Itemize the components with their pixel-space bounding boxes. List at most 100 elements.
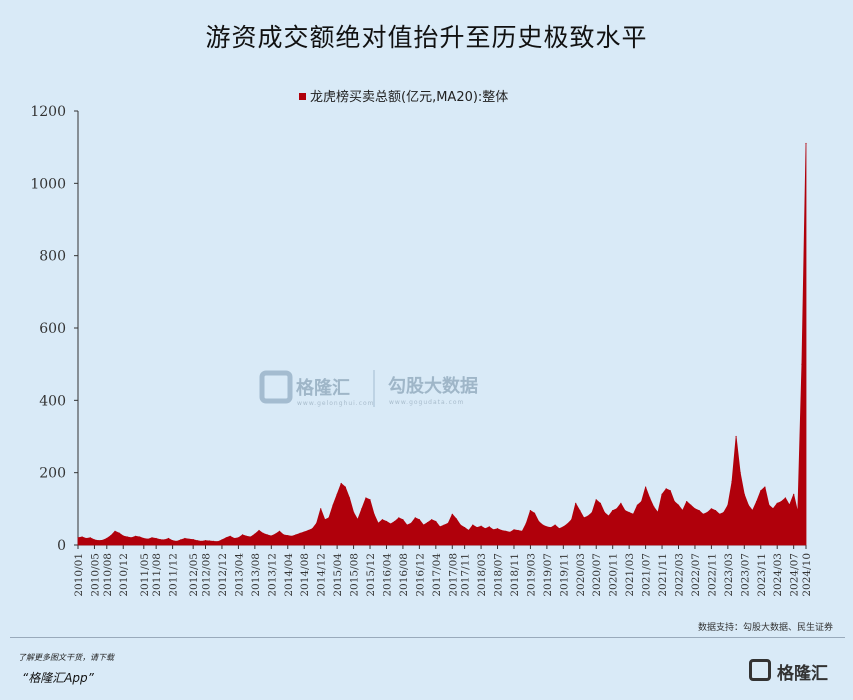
x-tick-label: 2023/03: [723, 553, 735, 597]
data-point: [751, 510, 754, 512]
data-point: [188, 538, 190, 540]
data-point: [274, 533, 276, 535]
data-point: [332, 504, 334, 506]
data-point: [431, 519, 433, 521]
watermark-data-brand: 勾股大数据: [388, 375, 478, 397]
data-point: [81, 536, 83, 538]
x-tick-label: 2022/03: [673, 553, 685, 597]
data-point: [575, 502, 577, 504]
y-tick-label: 1000: [30, 176, 66, 192]
data-point: [89, 537, 91, 539]
x-tick-label: 2012/08: [201, 553, 213, 597]
data-point: [719, 513, 721, 515]
data-point: [373, 513, 375, 515]
data-point: [587, 515, 589, 517]
data-point: [451, 513, 453, 515]
data-point: [620, 502, 622, 504]
x-tick-label: 2019/03: [525, 553, 537, 597]
chart-canvas: 格隆汇 www.gelonghui.com 勾股大数据 www.gogudata…: [30, 89, 813, 597]
data-point: [731, 481, 733, 483]
data-point: [710, 508, 713, 510]
x-tick-label: 2017/04: [431, 553, 443, 597]
data-point: [480, 525, 482, 527]
data-point: [636, 504, 639, 506]
data-point: [246, 535, 248, 537]
data-point: [542, 524, 544, 526]
x-tick-label: 2016/12: [414, 553, 426, 597]
footer-logo-text: 格隆汇: [777, 664, 828, 684]
data-point: [788, 504, 791, 506]
data-point: [85, 537, 87, 540]
watermark-logo-icon: [259, 370, 293, 404]
x-tick-label: 2016/04: [381, 553, 393, 597]
y-tick-label: 200: [39, 466, 66, 482]
y-tick-label: 1200: [30, 104, 66, 120]
data-point: [106, 537, 108, 540]
data-point: [447, 522, 449, 524]
y-tick-label: 600: [39, 321, 66, 337]
data-point: [406, 524, 408, 526]
data-point: [225, 537, 227, 539]
x-tick-label: 2018/11: [509, 553, 521, 597]
data-point: [747, 504, 750, 506]
data-point: [669, 490, 671, 492]
legend: 龙虎榜买卖总额(亿元,MA20):整体: [299, 89, 508, 105]
x-tick-label: 2016/08: [398, 553, 410, 597]
data-point: [369, 499, 371, 501]
x-tick-label: 2023/07: [739, 553, 751, 597]
data-point: [135, 535, 137, 537]
data-point: [579, 510, 581, 512]
data-point: [278, 530, 281, 532]
y-tick-label: 400: [39, 393, 66, 409]
data-point: [196, 540, 198, 542]
data-point: [93, 539, 96, 541]
x-tick-label: 2020/03: [575, 553, 587, 597]
data-point: [443, 524, 445, 526]
data-point: [303, 531, 305, 533]
data-point: [163, 539, 165, 541]
data-point: [550, 527, 552, 529]
data-point: [122, 535, 124, 537]
data-point: [184, 537, 186, 540]
data-point: [258, 529, 260, 532]
data-point: [690, 504, 692, 506]
x-tick-label: 2015/08: [349, 553, 361, 597]
data-point: [488, 526, 490, 528]
plot-area: [77, 142, 807, 546]
data-point: [743, 493, 745, 495]
promo-app-name: “格隆汇App”: [22, 671, 94, 685]
data-point: [77, 537, 79, 539]
data-point: [130, 537, 133, 539]
data-point: [805, 142, 807, 145]
data-point: [336, 493, 338, 495]
data-point: [159, 539, 161, 541]
data-point: [772, 508, 774, 510]
data-point: [414, 517, 416, 519]
data-point: [353, 511, 355, 514]
data-point: [266, 534, 268, 536]
data-point: [139, 536, 141, 538]
data-point: [295, 534, 297, 536]
x-tick-label: 2013/12: [266, 553, 278, 597]
data-point: [377, 522, 379, 524]
x-tick-label: 2012/05: [188, 553, 200, 597]
data-point: [385, 520, 388, 523]
data-point: [558, 528, 560, 530]
data-point: [599, 502, 602, 504]
data-point: [760, 490, 762, 492]
x-tick-label: 2021/03: [624, 553, 636, 597]
data-point: [348, 497, 351, 499]
series-area: [77, 143, 807, 546]
data-point: [546, 526, 548, 528]
data-point: [398, 517, 400, 519]
x-tick-label: 2019/11: [558, 553, 570, 597]
data-point: [793, 493, 795, 495]
data-point: [764, 486, 766, 488]
data-point: [316, 522, 318, 524]
data-point: [344, 486, 346, 488]
y-axis: 0 200 400 600 800 1000 1200: [30, 104, 79, 554]
data-point: [237, 537, 239, 539]
footer-logo[interactable]: 格隆汇: [747, 655, 839, 687]
x-tick-label: 2022/07: [690, 553, 702, 597]
data-point: [98, 540, 100, 542]
